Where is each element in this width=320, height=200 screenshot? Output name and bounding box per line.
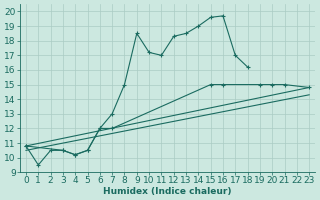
- X-axis label: Humidex (Indice chaleur): Humidex (Indice chaleur): [103, 187, 232, 196]
